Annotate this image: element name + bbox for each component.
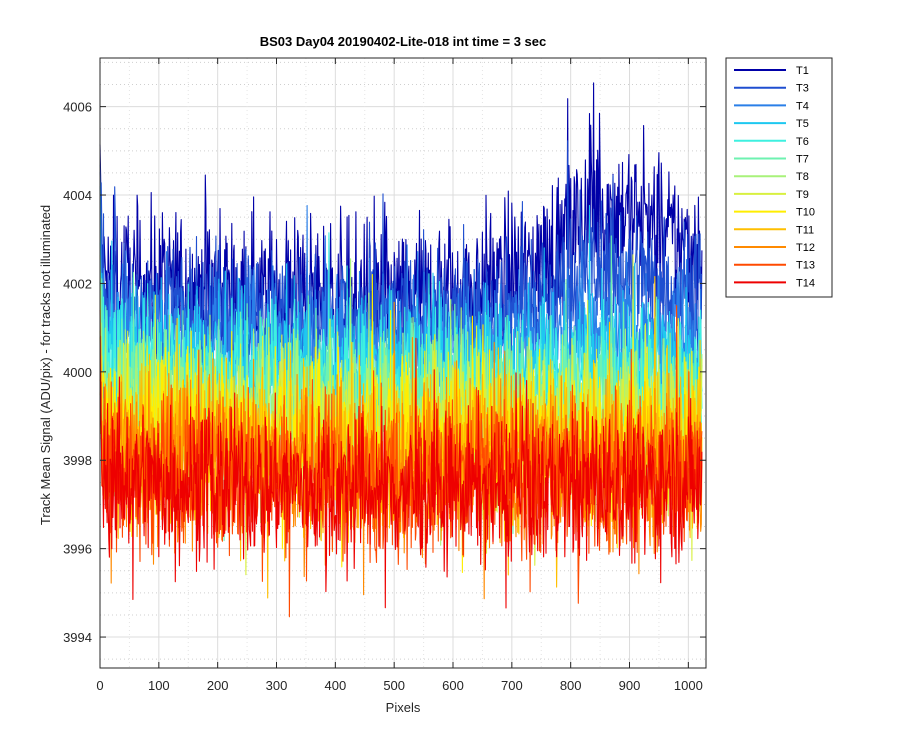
x-tick-label: 800: [560, 678, 582, 693]
legend-label-t3: T3: [796, 83, 809, 95]
x-tick-label: 400: [324, 678, 346, 693]
x-tick-label: 100: [148, 678, 170, 693]
legend-label-t6: T6: [796, 136, 809, 148]
y-tick-label: 4002: [63, 276, 92, 291]
plot-frame: [99, 57, 707, 669]
y-axis-label: Track Mean Signal (ADU/pix) - for tracks…: [38, 205, 53, 525]
y-tick-label: 4006: [63, 100, 92, 115]
x-tick-label: 200: [207, 678, 229, 693]
legend-label-t8: T8: [796, 171, 809, 183]
y-tick-label: 4000: [63, 365, 92, 380]
legend-label-t13: T13: [796, 260, 815, 272]
legend-label-t1: T1: [796, 65, 809, 77]
y-tick-label: 4004: [63, 188, 92, 203]
x-tick-label: 900: [619, 678, 641, 693]
legend-label-t4: T4: [796, 100, 809, 112]
legend-label-t9: T9: [796, 189, 809, 201]
x-tick-label: 0: [96, 678, 103, 693]
x-tick-label: 1000: [674, 678, 703, 693]
x-tick-label: 600: [442, 678, 464, 693]
legend-label-t10: T10: [796, 207, 815, 219]
x-tick-label: 500: [383, 678, 405, 693]
series-line-t14: [99, 309, 703, 609]
series-lines: [99, 82, 703, 618]
y-tick-label: 3998: [63, 453, 92, 468]
legend-label-t5: T5: [796, 118, 809, 130]
legend-label-t7: T7: [796, 154, 809, 166]
y-tick-label: 3996: [63, 542, 92, 557]
x-tick-label: 700: [501, 678, 523, 693]
legend: T1 T3 T4 T5 T6 T7 T8 T9 T10 T11 T12 T13 T14: [725, 57, 833, 298]
legend-box: [725, 57, 833, 298]
legend-label-t12: T12: [796, 242, 815, 254]
legend-label-t14: T14: [796, 277, 815, 289]
x-tick-label: 300: [266, 678, 288, 693]
chart-title: BS03 Day04 20190402-Lite-018 int time = …: [260, 34, 547, 49]
axis-ticks: 0 100 200 300 400 500 600 700 800 900 1000 3994 3996…: [63, 58, 706, 693]
y-tick-label: 3994: [63, 630, 92, 645]
legend-label-t11: T11: [796, 224, 814, 236]
x-axis-label: Pixels: [386, 700, 421, 715]
